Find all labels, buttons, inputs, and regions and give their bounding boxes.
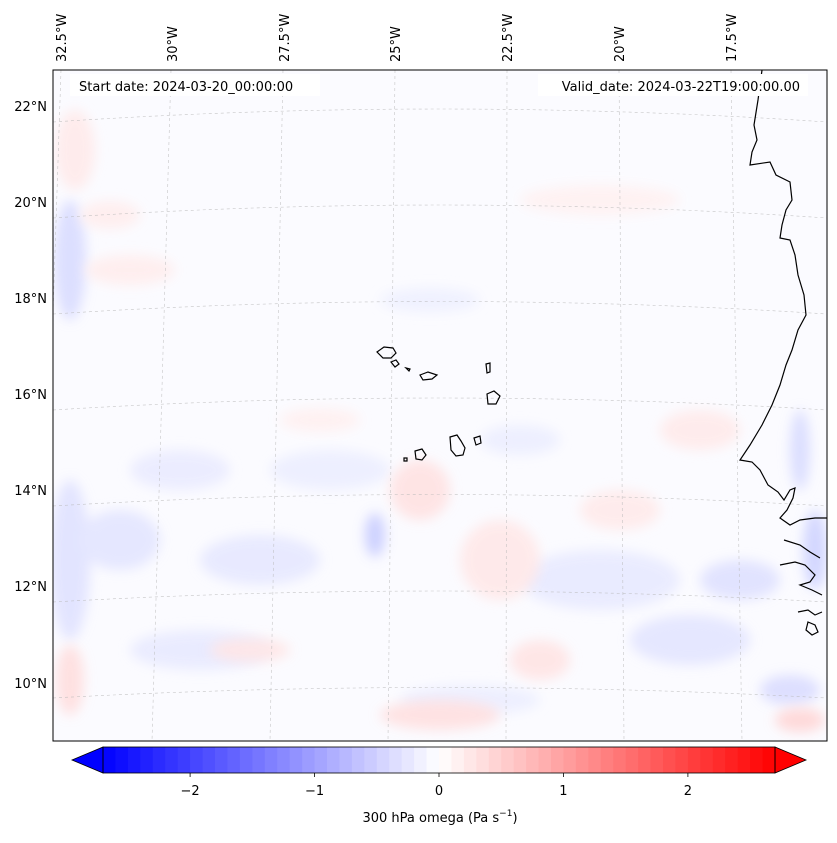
- colorbar-segment: [140, 747, 154, 773]
- lat-label-18n: 18°N: [14, 292, 47, 307]
- colorbar-segment: [376, 747, 390, 773]
- lon-label-22-5w: 22.5°W: [501, 14, 516, 62]
- colorbar-segment: [264, 747, 278, 773]
- colorbar-segment: [501, 747, 515, 773]
- colorbar-segment: [687, 747, 701, 773]
- colorbar-segment: [302, 747, 316, 773]
- longitude-labels: 32.5°W 30°W 27.5°W 25°W 22.5°W 20°W 17.5…: [55, 14, 740, 62]
- map-frame: [52, 69, 828, 742]
- colorbar-segment: [227, 747, 241, 773]
- colorbar-segment: [327, 747, 341, 773]
- colorbar-segment: [127, 747, 141, 773]
- colorbar-segment: [389, 747, 403, 773]
- colorbar-label: 300 hPa omega (Pa s−1): [362, 809, 517, 826]
- colorbar-segment: [613, 747, 627, 773]
- colorbar-segment: [190, 747, 204, 773]
- valid-date-label: Valid_date: 2024-03-22T19:00:00.00: [562, 80, 800, 95]
- colorbar-segment: [513, 747, 527, 773]
- colorbar-segment: [289, 747, 303, 773]
- lon-label-32-5w: 32.5°W: [55, 14, 70, 62]
- colorbar-tick-label: 0: [435, 784, 443, 799]
- colorbar-segment: [700, 747, 714, 773]
- colorbar-segment: [526, 747, 540, 773]
- graticule: [53, 70, 827, 741]
- colorbar-segment: [152, 747, 166, 773]
- omega-field: [53, 70, 827, 741]
- colorbar-segment: [463, 747, 477, 773]
- colorbar-segment: [451, 747, 465, 773]
- lat-label-16n: 16°N: [14, 388, 47, 403]
- colorbar-segment: [252, 747, 266, 773]
- colorbar-segment: [625, 747, 639, 773]
- colorbar-segment: [588, 747, 602, 773]
- colorbar-segment: [551, 747, 565, 773]
- lon-label-20w: 20°W: [613, 26, 628, 62]
- lon-label-17-5w: 17.5°W: [725, 14, 740, 62]
- lon-label-30w: 30°W: [166, 26, 181, 62]
- colorbar-segment: [650, 747, 664, 773]
- colorbar-segment: [215, 747, 229, 773]
- colorbar-segment: [476, 747, 490, 773]
- colorbar-tick-label: 1: [559, 784, 567, 799]
- colorbar-segments: [103, 747, 776, 773]
- colorbar-segment: [115, 747, 129, 773]
- colorbar-segment: [750, 747, 764, 773]
- colorbar-segment: [165, 747, 179, 773]
- colorbar-extend-min: [70, 746, 104, 774]
- start-date-box: [70, 74, 320, 96]
- lat-label-12n: 12°N: [14, 580, 47, 595]
- colorbar-segment: [103, 747, 117, 773]
- colorbar-extend-max: [774, 746, 808, 774]
- lat-label-10n: 10°N: [14, 677, 47, 692]
- colorbar-ticks: −2 −1 0 1 2: [181, 773, 692, 799]
- colorbar-tick-label: −2: [181, 784, 200, 799]
- colorbar-segment: [439, 747, 453, 773]
- colorbar-segment: [663, 747, 677, 773]
- colorbar-segment: [575, 747, 589, 773]
- colorbar-segment: [277, 747, 291, 773]
- colorbar-segment: [762, 747, 776, 773]
- latitude-labels: 22°N 20°N 18°N 16°N 14°N 12°N 10°N: [14, 100, 47, 692]
- colorbar-segment: [314, 747, 328, 773]
- colorbar-segment: [538, 747, 552, 773]
- lon-label-27-5w: 27.5°W: [278, 14, 293, 62]
- colorbar-segment: [339, 747, 353, 773]
- lat-label-22n: 22°N: [14, 100, 47, 115]
- colorbar-segment: [239, 747, 253, 773]
- colorbar-segment: [414, 747, 428, 773]
- colorbar-segment: [675, 747, 689, 773]
- lat-label-20n: 20°N: [14, 196, 47, 211]
- colorbar-segment: [638, 747, 652, 773]
- colorbar-segment: [600, 747, 614, 773]
- colorbar-segment: [364, 747, 378, 773]
- colorbar-segment: [426, 747, 440, 773]
- colorbar-segment: [712, 747, 726, 773]
- cape-verde-islands: [376, 346, 501, 462]
- lat-label-14n: 14°N: [14, 484, 47, 499]
- start-date-label: Start date: 2024-03-20_00:00:00: [79, 80, 293, 95]
- colorbar-tick-label: 2: [684, 784, 692, 799]
- colorbar: −2 −1 0 1 2 300 hPa omega (Pa s−1): [70, 746, 808, 826]
- colorbar-segment: [725, 747, 739, 773]
- lon-label-25w: 25°W: [389, 26, 404, 62]
- colorbar-segment: [351, 747, 365, 773]
- valid-date-box: [538, 74, 808, 96]
- colorbar-segment: [401, 747, 415, 773]
- colorbar-segment: [563, 747, 577, 773]
- colorbar-segment: [488, 747, 502, 773]
- colorbar-tick-label: −1: [305, 784, 324, 799]
- colorbar-segment: [177, 747, 191, 773]
- africa-coastline: [738, 70, 827, 636]
- colorbar-segment: [737, 747, 751, 773]
- colorbar-segment: [202, 747, 216, 773]
